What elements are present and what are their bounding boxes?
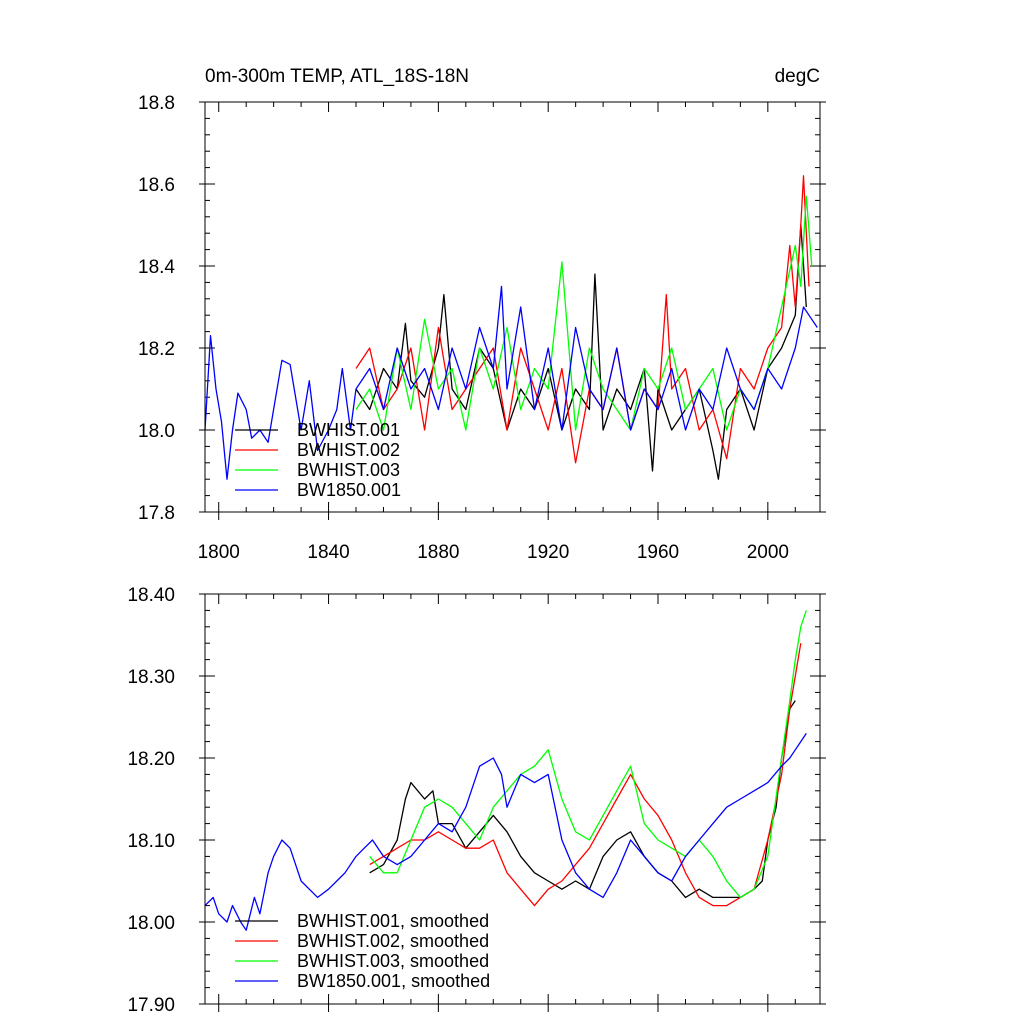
legend-label: BWHIST.001 (297, 420, 400, 440)
top-axis-ticks (199, 101, 826, 520)
top-series (204, 175, 818, 480)
legend-label: BWHIST.002 (297, 440, 400, 460)
y-tick-label: 18.20 (127, 749, 175, 770)
y-tick-label: 18.00 (127, 913, 175, 934)
legend-label: BW1850.001 (297, 480, 401, 500)
y-tick-label: 18.4 (138, 257, 175, 278)
bottom-series (204, 610, 807, 931)
series-line-bwhist-003 (355, 195, 813, 431)
x-tick-label: 1960 (637, 542, 679, 563)
bottom-plot-frame (204, 593, 821, 1005)
top-tick-labels: 1800 1840 1880 1920 1960 2000 17.8 18.0 18.2 18.4… (138, 93, 789, 563)
x-tick-label: 1920 (527, 542, 569, 563)
y-tick-label: 18.0 (138, 421, 175, 442)
y-tick-label: 18.30 (127, 667, 175, 688)
top-title-right: degC (775, 66, 820, 87)
series-line-bwhist-002-smoothed (369, 643, 802, 907)
series-line-bwhist-001 (355, 224, 807, 480)
series-line-bwhist-003-smoothed (369, 610, 807, 899)
top-plot-frame (204, 101, 821, 513)
x-tick-label: 1840 (307, 542, 349, 563)
y-tick-label: 18.2 (138, 339, 175, 360)
legend-label: BWHIST.003 (297, 460, 400, 480)
y-tick-label: 17.90 (127, 995, 175, 1016)
x-tick-label: 2000 (747, 542, 789, 563)
legend-label: BWHIST.002, smoothed (297, 931, 489, 951)
bottom-tick-labels: 17.90 18.00 18.10 18.20 18.30 18.40 (127, 585, 175, 1016)
x-tick-label: 1880 (417, 542, 459, 563)
legend-label: BWHIST.003, smoothed (297, 951, 489, 971)
legend-label: BWHIST.001, smoothed (297, 911, 489, 931)
top-title-left: 0m-300m TEMP, ATL_18S-18N (205, 66, 469, 87)
y-tick-label: 18.8 (138, 93, 175, 114)
legend-label: BW1850.001, smoothed (297, 971, 490, 991)
bottom-panel: 17.90 18.00 18.10 18.20 18.30 18.40 BWHIST.00… (127, 585, 826, 1016)
y-tick-label: 18.10 (127, 831, 175, 852)
y-tick-label: 18.6 (138, 175, 175, 196)
series-line-bwhist-001-smoothed (369, 700, 796, 899)
series-line-bw1850-001-smoothed (204, 733, 807, 931)
series-line-bw1850-001 (204, 285, 818, 480)
y-tick-label: 18.40 (127, 585, 175, 606)
top-panel: 0m-300m TEMP, ATL_18S-18N degC 1800 1840 1… (138, 66, 826, 563)
y-tick-label: 17.8 (138, 503, 175, 524)
bottom-axis-ticks (199, 593, 826, 1012)
x-tick-label: 1800 (198, 542, 240, 563)
